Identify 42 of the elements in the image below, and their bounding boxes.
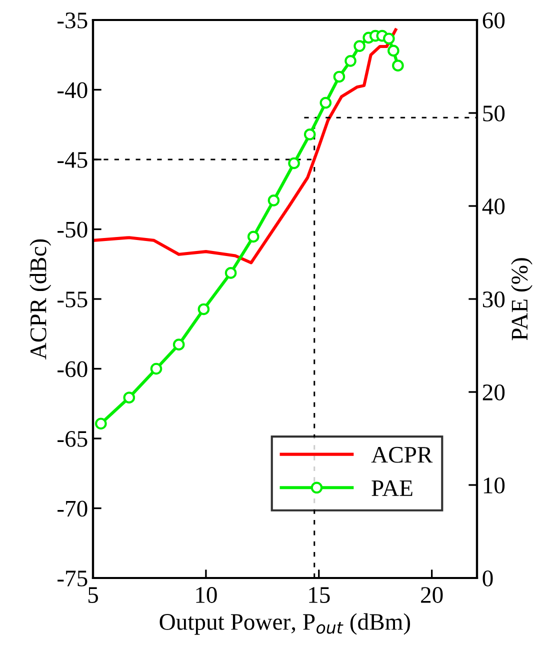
y-tick-label: -50 [58,222,88,238]
y-tick-label: -45 [58,152,88,168]
point [354,40,366,52]
point [123,392,136,404]
point [198,303,210,316]
legend-label: PAE [372,480,412,496]
point [172,338,185,350]
point [95,418,107,430]
y2-tick-label: 10 [484,477,505,494]
x-tick-label: 15 [309,587,330,603]
y-tick-label: -65 [58,431,88,447]
y-tick-label: -75 [58,570,88,586]
y2-axis-title: PAE (%) [511,258,532,340]
x-tick-label: 10 [196,587,217,603]
y2-tick-label: 60 [482,12,505,28]
y-axis-title: ACPR (dBc) [30,239,52,360]
y-tick-label: -35 [58,12,88,28]
point [388,44,400,57]
point [224,267,237,279]
point [383,32,395,45]
point [320,96,332,109]
y2-tick-label: 0 [482,570,493,586]
y2-tick-label: 50 [483,105,505,122]
point [150,362,162,375]
x-tick-label: 5 [88,587,98,603]
y2-tick-label: 20 [482,384,505,400]
point [344,55,356,67]
point [288,157,300,170]
x-tick-label: 20 [421,587,443,603]
y2-tick-label: 30 [482,291,505,308]
y2-tick-label: 40 [482,198,505,214]
y-tick-label: -60 [58,361,88,378]
y-tick-label: -55 [58,292,88,308]
y-tick-label: -40 [58,82,88,98]
point [268,194,280,206]
x-axis-title: Output Power, P$_{out}$ (dBm) [160,613,410,635]
legend-label: ACPR [371,446,433,463]
y-tick-label: -70 [58,500,88,517]
point [333,70,346,83]
point [247,230,260,243]
point [392,60,404,72]
point [304,128,316,140]
